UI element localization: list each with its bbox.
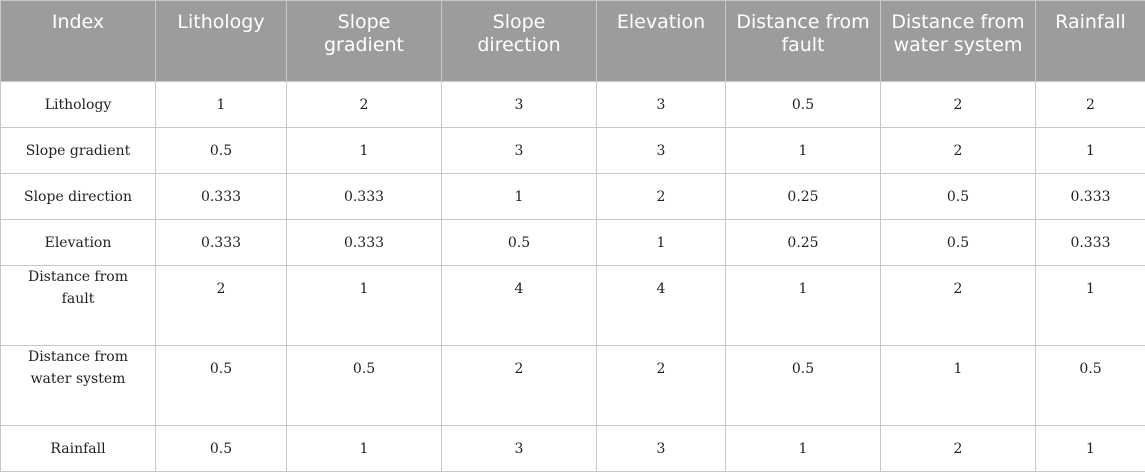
table-cell: 0.5	[156, 426, 287, 472]
table-cell: 2	[156, 266, 287, 346]
table-row: Distance from fault 2 1 4 4 1 2 1	[1, 266, 1145, 346]
table-cell: 2	[597, 174, 726, 220]
table-cell: 3	[597, 426, 726, 472]
table-cell: 1	[287, 426, 442, 472]
table-cell: 1	[287, 128, 442, 174]
header-index: Index	[1, 1, 156, 82]
table-cell: 2	[881, 128, 1036, 174]
table-cell: 0.5	[881, 174, 1036, 220]
row-label: Slope direction	[1, 174, 156, 220]
table-row: Lithology 1 2 3 3 0.5 2 2	[1, 82, 1145, 128]
header-rainfall: Rainfall	[1036, 1, 1145, 82]
table-row: Elevation 0.333 0.333 0.5 1 0.25 0.5 0.3…	[1, 220, 1145, 266]
header-slope-gradient: Slope gradient	[287, 1, 442, 82]
table-cell: 1	[726, 128, 881, 174]
table-cell: 4	[597, 266, 726, 346]
table-cell: 1	[1036, 426, 1145, 472]
row-label: Distance from fault	[1, 266, 156, 346]
table-cell: 0.25	[726, 220, 881, 266]
table-cell: 2	[442, 346, 597, 426]
table-cell: 0.5	[1036, 346, 1145, 426]
table-cell: 2	[1036, 82, 1145, 128]
header-distance-from-fault: Distance from fault	[726, 1, 881, 82]
table-cell: 0.333	[287, 174, 442, 220]
table-row: Rainfall 0.5 1 3 3 1 2 1	[1, 426, 1145, 472]
header-slope-direction: Slope direction	[442, 1, 597, 82]
table-cell: 1	[881, 346, 1036, 426]
table-cell: 1	[1036, 128, 1145, 174]
table-cell: 0.333	[1036, 174, 1145, 220]
header-distance-from-water-system: Distance from water system	[881, 1, 1036, 82]
table-cell: 0.5	[156, 128, 287, 174]
header-row: Index Lithology Slope gradient Slope dir…	[1, 1, 1145, 82]
table-cell: 0.5	[156, 346, 287, 426]
table-cell: 3	[442, 82, 597, 128]
table-cell: 1	[287, 266, 442, 346]
table-cell: 1	[1036, 266, 1145, 346]
table-cell: 0.333	[1036, 220, 1145, 266]
table-cell: 3	[597, 82, 726, 128]
table-cell: 1	[726, 266, 881, 346]
table-cell: 0.333	[156, 220, 287, 266]
table-cell: 2	[287, 82, 442, 128]
table-cell: 1	[597, 220, 726, 266]
table-cell: 2	[881, 82, 1036, 128]
table-cell: 0.333	[156, 174, 287, 220]
header-lithology: Lithology	[156, 1, 287, 82]
table-cell: 2	[881, 426, 1036, 472]
row-label: Rainfall	[1, 426, 156, 472]
table-cell: 0.5	[726, 82, 881, 128]
table-cell: 3	[597, 128, 726, 174]
header-elevation: Elevation	[597, 1, 726, 82]
table-cell: 2	[881, 266, 1036, 346]
table-cell: 1	[156, 82, 287, 128]
table-cell: 0.5	[442, 220, 597, 266]
row-label: Slope gradient	[1, 128, 156, 174]
table-row: Slope direction 0.333 0.333 1 2 0.25 0.5…	[1, 174, 1145, 220]
row-label: Lithology	[1, 82, 156, 128]
table-cell: 1	[726, 426, 881, 472]
table-cell: 2	[597, 346, 726, 426]
table-header: Index Lithology Slope gradient Slope dir…	[1, 1, 1145, 82]
table-cell: 4	[442, 266, 597, 346]
table-cell: 3	[442, 128, 597, 174]
table-cell: 0.5	[881, 220, 1036, 266]
table-cell: 0.25	[726, 174, 881, 220]
table-cell: 1	[442, 174, 597, 220]
row-label: Elevation	[1, 220, 156, 266]
table-row: Distance from water system 0.5 0.5 2 2 0…	[1, 346, 1145, 426]
table-cell: 3	[442, 426, 597, 472]
table-cell: 0.333	[287, 220, 442, 266]
table-row: Slope gradient 0.5 1 3 3 1 2 1	[1, 128, 1145, 174]
row-label: Distance from water system	[1, 346, 156, 426]
table-body: Lithology 1 2 3 3 0.5 2 2 Slope gradient…	[1, 82, 1145, 472]
table-cell: 0.5	[726, 346, 881, 426]
table-cell: 0.5	[287, 346, 442, 426]
